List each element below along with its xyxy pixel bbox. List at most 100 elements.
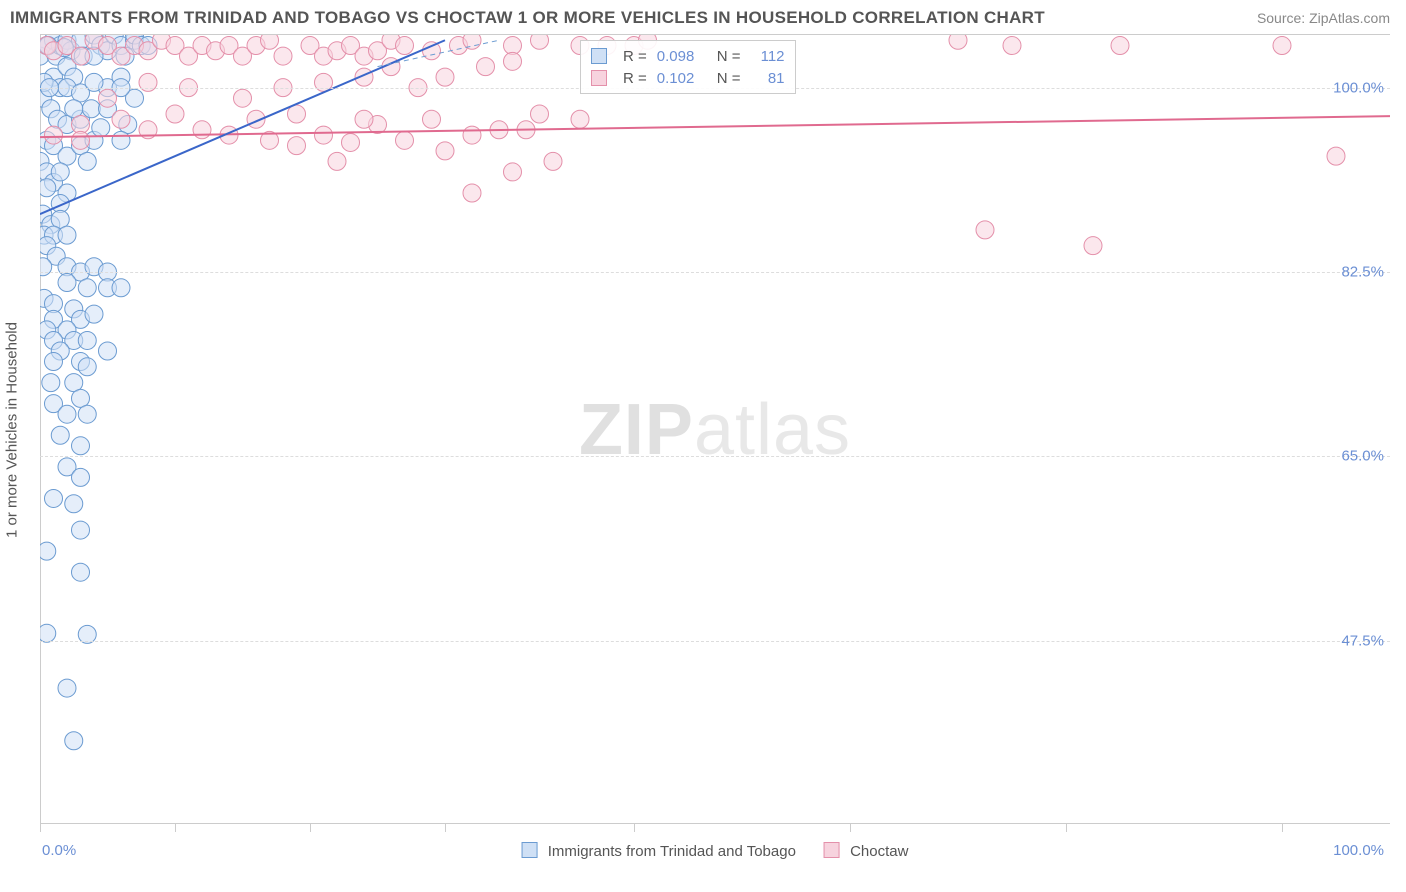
data-point-a <box>65 732 83 750</box>
data-point-a <box>85 305 103 323</box>
data-point-b <box>463 126 481 144</box>
grid-line <box>40 272 1390 273</box>
data-point-a <box>51 426 69 444</box>
data-point-a <box>78 358 96 376</box>
grid-line <box>40 641 1390 642</box>
data-point-b <box>1273 37 1291 55</box>
data-point-a <box>82 100 100 118</box>
x-max-label: 100.0% <box>1333 842 1384 859</box>
source-label: Source: ZipAtlas.com <box>1257 10 1390 26</box>
x-axis-row: 0.0% Immigrants from Trinidad and Tobago… <box>40 832 1390 872</box>
y-tick-label: 65.0% <box>1341 448 1384 465</box>
x-tick <box>40 824 41 832</box>
stats-row: R =0.098N =112 <box>591 45 785 67</box>
data-point-b <box>436 142 454 160</box>
data-point-a <box>58 274 76 292</box>
data-point-b <box>72 131 90 149</box>
x-tick <box>634 824 635 832</box>
legend-swatch-b <box>824 842 840 858</box>
x-tick <box>1066 824 1067 832</box>
data-point-b <box>193 121 211 139</box>
data-point-a <box>72 468 90 486</box>
data-point-a <box>58 226 76 244</box>
data-point-a <box>72 521 90 539</box>
data-point-a <box>42 374 60 392</box>
data-point-a <box>78 331 96 349</box>
y-axis-label: 1 or more Vehicles in Household <box>4 322 21 538</box>
data-point-a <box>112 131 130 149</box>
data-point-b <box>139 73 157 91</box>
legend-item-a: Immigrants from Trinidad and Tobago <box>522 842 796 860</box>
data-point-b <box>571 110 589 128</box>
legend-item-b: Choctaw <box>824 842 909 860</box>
data-point-a <box>72 563 90 581</box>
x-tick <box>445 824 446 832</box>
data-point-b <box>72 116 90 134</box>
stats-swatch <box>591 48 607 64</box>
x-tick <box>1282 824 1283 832</box>
data-point-a <box>99 342 117 360</box>
data-point-b <box>72 47 90 65</box>
data-point-a <box>58 405 76 423</box>
legend-label-b: Choctaw <box>850 843 908 860</box>
data-point-b <box>396 37 414 55</box>
grid-line <box>40 456 1390 457</box>
x-tick <box>850 824 851 832</box>
data-point-b <box>504 163 522 181</box>
data-point-b <box>166 105 184 123</box>
data-point-b <box>504 52 522 70</box>
data-point-b <box>544 152 562 170</box>
data-point-a <box>40 624 56 642</box>
data-point-b <box>504 37 522 55</box>
x-tick <box>310 824 311 832</box>
data-point-a <box>51 163 69 181</box>
data-point-b <box>976 221 994 239</box>
chart-area: 1 or more Vehicles in Household ZIPatlas… <box>40 34 1390 824</box>
data-point-b <box>342 133 360 151</box>
data-point-a <box>92 119 110 137</box>
data-point-b <box>45 126 63 144</box>
data-point-b <box>1084 237 1102 255</box>
stats-swatch <box>591 70 607 86</box>
data-point-a <box>40 179 56 197</box>
data-point-b <box>261 35 279 49</box>
data-point-b <box>1003 37 1021 55</box>
data-point-b <box>274 47 292 65</box>
data-point-b <box>234 89 252 107</box>
chart-title: IMMIGRANTS FROM TRINIDAD AND TOBAGO VS C… <box>10 8 1045 28</box>
data-point-b <box>423 110 441 128</box>
scatter-plot <box>40 35 1390 825</box>
x-axis-line <box>40 823 1390 824</box>
stats-legend: R =0.098N =112R =0.102N =81 <box>580 40 796 94</box>
x-tick <box>175 824 176 832</box>
data-point-a <box>45 489 63 507</box>
data-point-a <box>40 542 56 560</box>
x-min-label: 0.0% <box>42 842 76 859</box>
data-point-b <box>531 105 549 123</box>
data-point-b <box>463 184 481 202</box>
y-tick-label: 47.5% <box>1341 632 1384 649</box>
data-point-b <box>531 35 549 49</box>
data-point-a <box>45 353 63 371</box>
data-point-b <box>1327 147 1345 165</box>
data-point-b <box>423 42 441 60</box>
data-point-a <box>58 679 76 697</box>
data-point-a <box>85 73 103 91</box>
data-point-a <box>112 279 130 297</box>
data-point-b <box>315 126 333 144</box>
data-point-b <box>1111 37 1129 55</box>
data-point-a <box>65 495 83 513</box>
data-point-a <box>78 405 96 423</box>
data-point-a <box>78 279 96 297</box>
legend-swatch-a <box>522 842 538 858</box>
data-point-a <box>72 389 90 407</box>
stats-row: R =0.102N =81 <box>591 67 785 89</box>
y-tick-label: 100.0% <box>1333 79 1384 96</box>
data-point-b <box>112 110 130 128</box>
data-point-b <box>477 58 495 76</box>
data-point-a <box>78 152 96 170</box>
y-tick-label: 82.5% <box>1341 264 1384 281</box>
data-point-b <box>949 35 967 49</box>
legend-label-a: Immigrants from Trinidad and Tobago <box>548 843 796 860</box>
data-point-a <box>65 100 83 118</box>
